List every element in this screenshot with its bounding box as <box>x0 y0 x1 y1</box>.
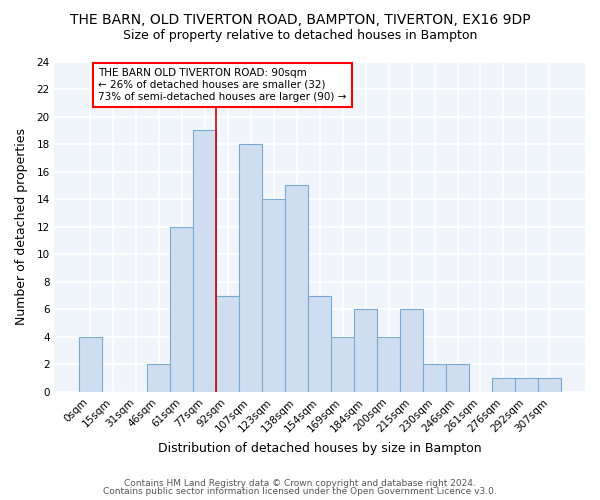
Bar <box>492 378 515 392</box>
Bar <box>308 296 331 392</box>
Bar <box>262 199 285 392</box>
Text: Contains HM Land Registry data © Crown copyright and database right 2024.: Contains HM Land Registry data © Crown c… <box>124 478 476 488</box>
Text: THE BARN OLD TIVERTON ROAD: 90sqm
← 26% of detached houses are smaller (32)
73% : THE BARN OLD TIVERTON ROAD: 90sqm ← 26% … <box>98 68 346 102</box>
Bar <box>285 186 308 392</box>
Bar <box>515 378 538 392</box>
Text: Size of property relative to detached houses in Bampton: Size of property relative to detached ho… <box>123 29 477 42</box>
Y-axis label: Number of detached properties: Number of detached properties <box>15 128 28 325</box>
Bar <box>217 296 239 392</box>
X-axis label: Distribution of detached houses by size in Bampton: Distribution of detached houses by size … <box>158 442 482 455</box>
Text: Contains public sector information licensed under the Open Government Licence v3: Contains public sector information licen… <box>103 487 497 496</box>
Bar <box>446 364 469 392</box>
Bar <box>354 310 377 392</box>
Bar <box>400 310 423 392</box>
Bar <box>377 337 400 392</box>
Bar <box>423 364 446 392</box>
Bar <box>331 337 354 392</box>
Bar <box>193 130 217 392</box>
Bar <box>148 364 170 392</box>
Bar <box>79 337 101 392</box>
Bar <box>538 378 561 392</box>
Bar <box>239 144 262 392</box>
Text: THE BARN, OLD TIVERTON ROAD, BAMPTON, TIVERTON, EX16 9DP: THE BARN, OLD TIVERTON ROAD, BAMPTON, TI… <box>70 12 530 26</box>
Bar <box>170 226 193 392</box>
